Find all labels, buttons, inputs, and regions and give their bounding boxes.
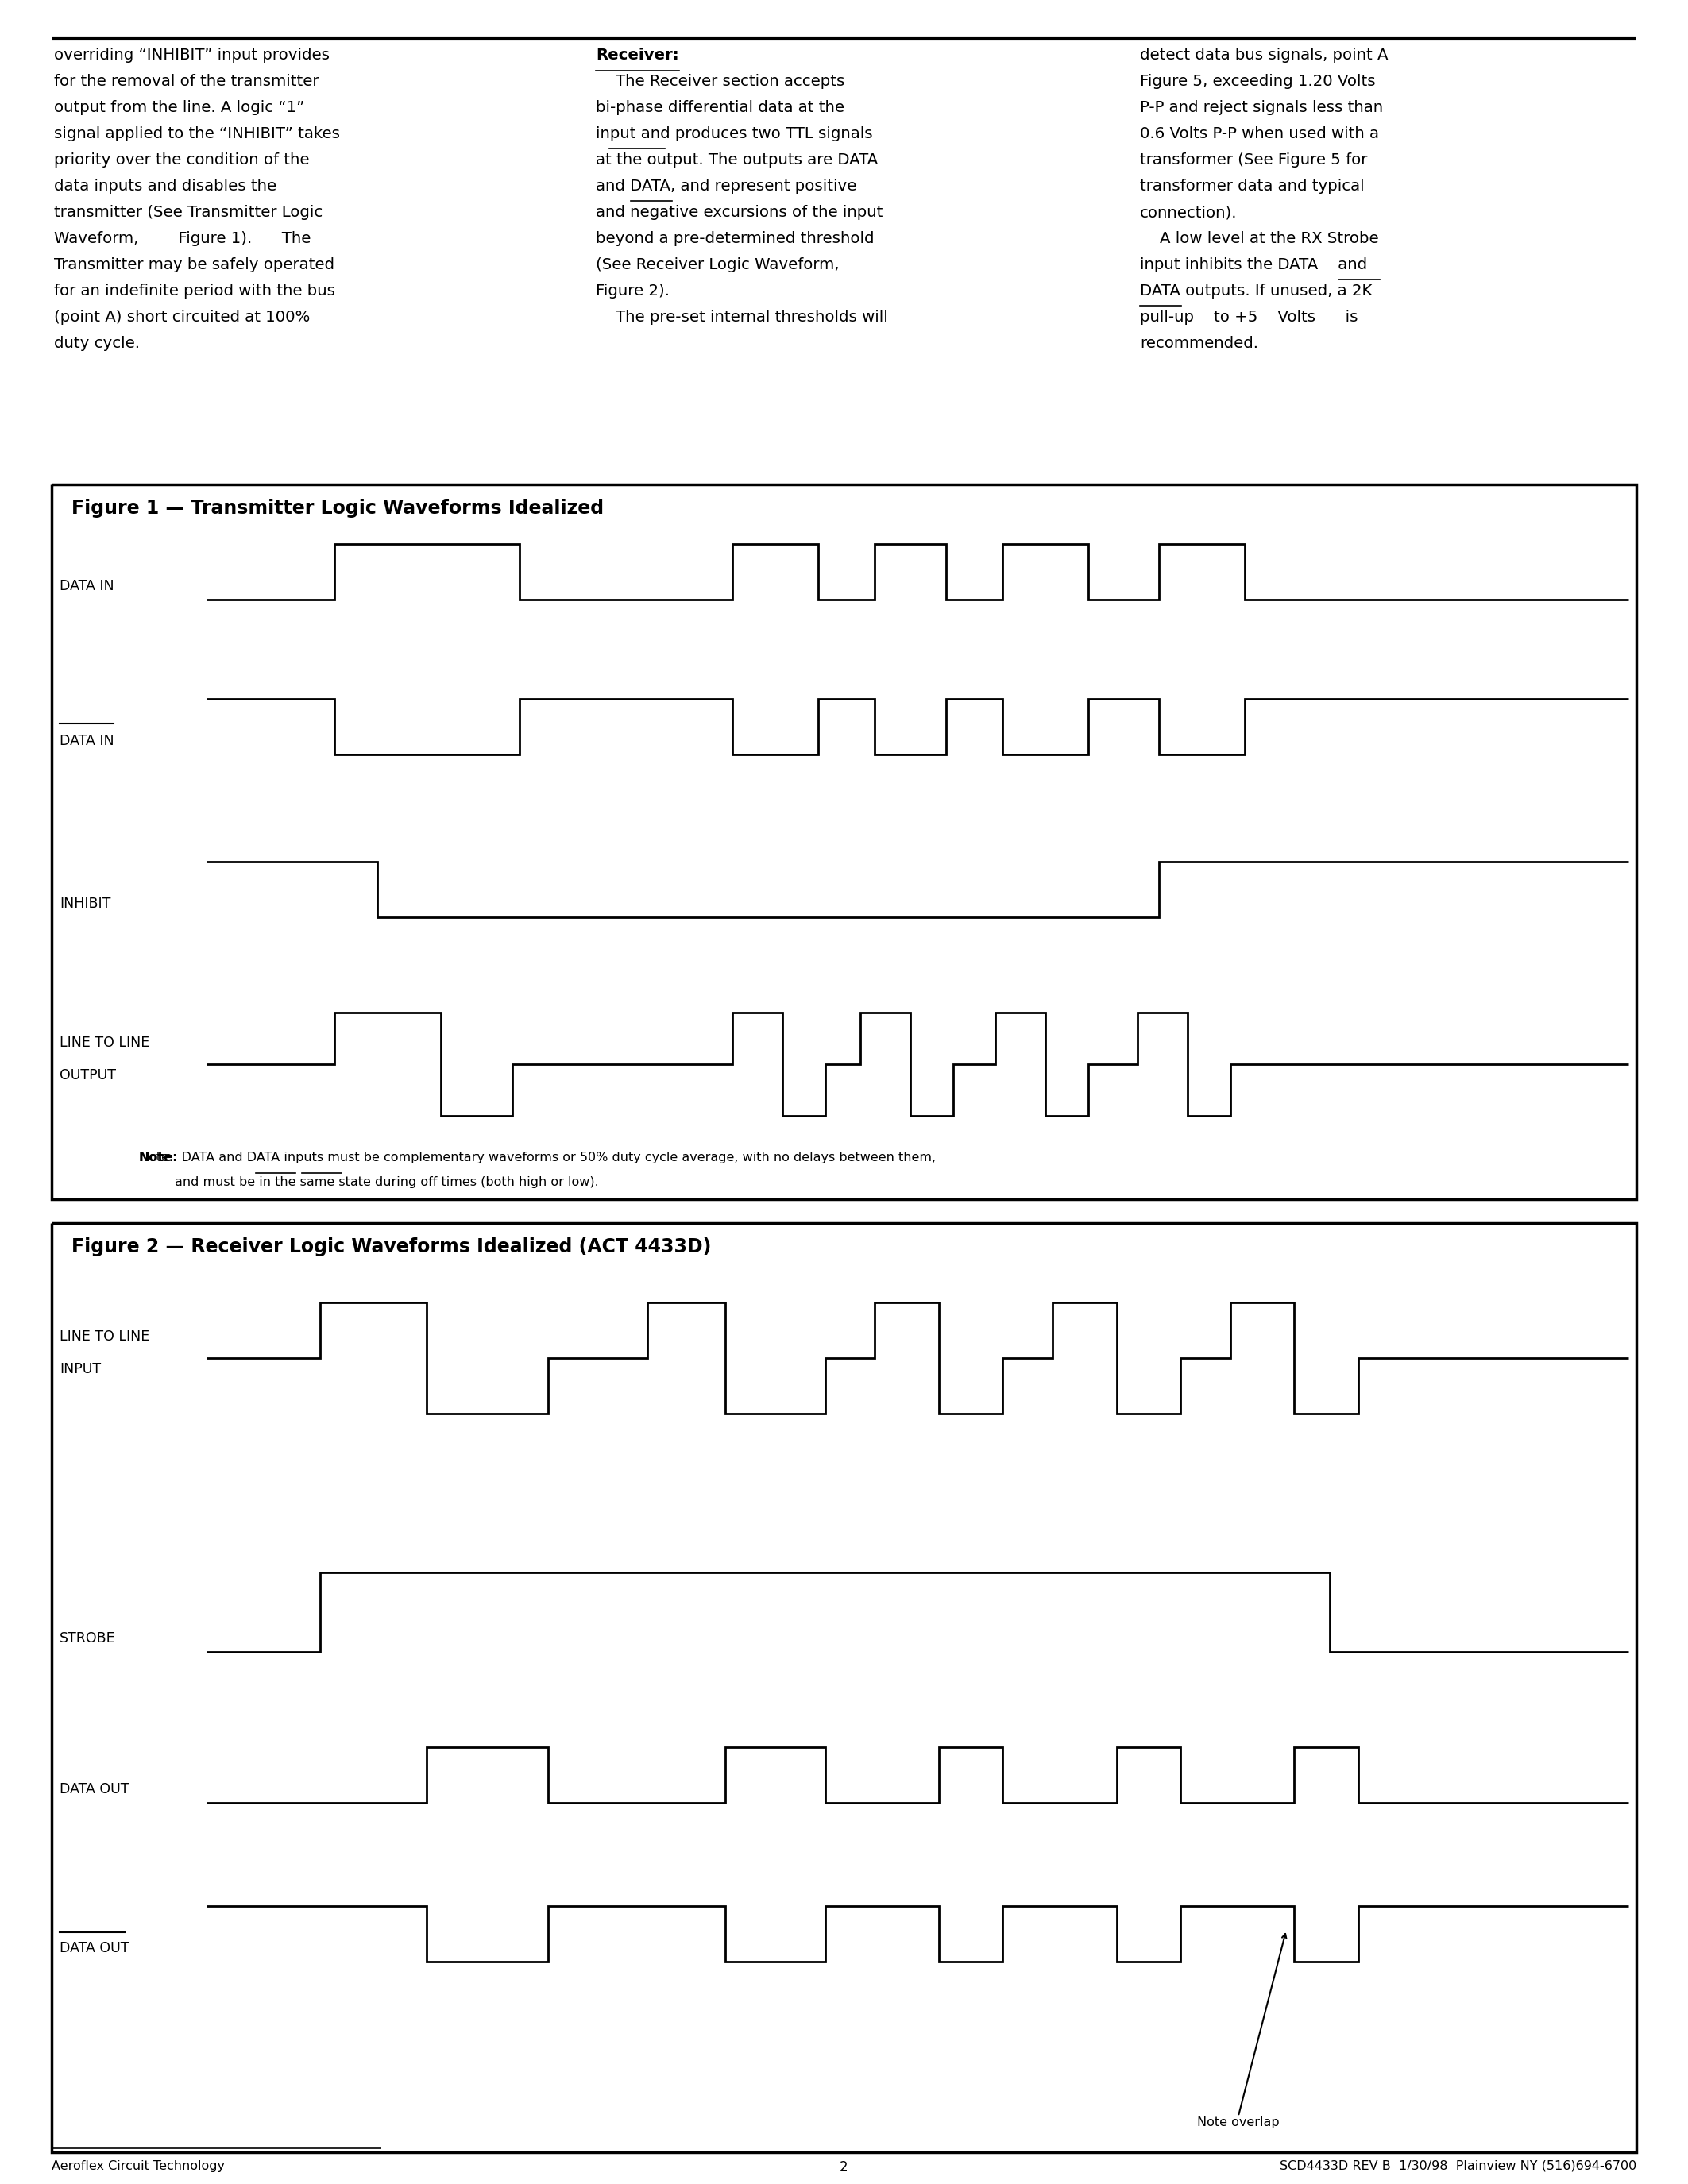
Text: (point A) short circuited at 100%: (point A) short circuited at 100% [54,310,311,325]
Text: and DATA, and represent positive: and DATA, and represent positive [596,179,856,194]
Text: Aeroflex Circuit Technology: Aeroflex Circuit Technology [52,2160,225,2173]
Text: and negative excursions of the input: and negative excursions of the input [596,205,883,221]
Text: Note overlap: Note overlap [1197,2116,1280,2129]
Text: DATA OUT: DATA OUT [59,1782,128,1797]
Text: (See Receiver Logic Waveform,: (See Receiver Logic Waveform, [596,258,839,273]
Text: for the removal of the transmitter: for the removal of the transmitter [54,74,319,90]
Text: A low level at the RX Strobe: A low level at the RX Strobe [1139,232,1379,247]
Text: 0.6 Volts P-P when used with a: 0.6 Volts P-P when used with a [1139,127,1379,142]
Text: INHIBIT: INHIBIT [59,898,111,911]
Text: Figure 2 — Receiver Logic Waveforms Idealized (ACT 4433D): Figure 2 — Receiver Logic Waveforms Idea… [71,1238,711,1256]
Text: data inputs and disables the: data inputs and disables the [54,179,277,194]
Text: transformer data and typical: transformer data and typical [1139,179,1364,194]
Text: duty cycle.: duty cycle. [54,336,140,352]
Text: transmitter (See Transmitter Logic: transmitter (See Transmitter Logic [54,205,322,221]
Text: overriding “INHIBIT” input provides: overriding “INHIBIT” input provides [54,48,329,63]
Text: P-P and reject signals less than: P-P and reject signals less than [1139,100,1382,116]
Text: transformer (See Figure 5 for: transformer (See Figure 5 for [1139,153,1367,168]
Text: recommended.: recommended. [1139,336,1258,352]
Text: OUTPUT: OUTPUT [59,1068,116,1083]
Text: bi-phase differential data at the: bi-phase differential data at the [596,100,844,116]
Text: at the output. The outputs are DATA: at the output. The outputs are DATA [596,153,878,168]
Text: Receiver:: Receiver: [596,48,679,63]
Text: DATA outputs. If unused, a 2K: DATA outputs. If unused, a 2K [1139,284,1372,299]
Text: Transmitter may be safely operated: Transmitter may be safely operated [54,258,334,273]
Text: pull-up    to +5    Volts      is: pull-up to +5 Volts is [1139,310,1357,325]
Text: LINE TO LINE: LINE TO LINE [59,1035,150,1051]
Text: DATA IN: DATA IN [59,734,115,749]
Text: DATA OUT: DATA OUT [59,1942,128,1955]
Text: SCD4433D REV B  1/30/98  Plainview NY (516)694-6700: SCD4433D REV B 1/30/98 Plainview NY (516… [1280,2160,1636,2173]
Text: and must be in the same state during off times (both high or low).: and must be in the same state during off… [176,1177,599,1188]
Text: Figure 1 — Transmitter Logic Waveforms Idealized: Figure 1 — Transmitter Logic Waveforms I… [71,498,604,518]
Text: priority over the condition of the: priority over the condition of the [54,153,309,168]
Text: input and produces two TTL signals: input and produces two TTL signals [596,127,873,142]
Text: Figure 5, exceeding 1.20 Volts: Figure 5, exceeding 1.20 Volts [1139,74,1376,90]
Text: connection).: connection). [1139,205,1237,221]
Text: for an indefinite period with the bus: for an indefinite period with the bus [54,284,336,299]
Text: 2: 2 [839,2160,847,2175]
Text: INPUT: INPUT [59,1363,101,1376]
Text: beyond a pre-determined threshold: beyond a pre-determined threshold [596,232,874,247]
Text: DATA IN: DATA IN [59,579,115,594]
Text: output from the line. A logic “1”: output from the line. A logic “1” [54,100,304,116]
Text: STROBE: STROBE [59,1631,116,1645]
Text: Figure 2).: Figure 2). [596,284,670,299]
Text: Note:: Note: [138,1151,179,1164]
Text: Waveform,        Figure 1).      The: Waveform, Figure 1). The [54,232,311,247]
Text: LINE TO LINE: LINE TO LINE [59,1330,150,1343]
Text: Note:  DATA and DATA inputs must be complementary waveforms or 50% duty cycle av: Note: DATA and DATA inputs must be compl… [138,1151,935,1164]
Text: input inhibits the DATA    and: input inhibits the DATA and [1139,258,1367,273]
Text: The pre-set internal thresholds will: The pre-set internal thresholds will [596,310,888,325]
Text: The Receiver section accepts: The Receiver section accepts [596,74,844,90]
Text: signal applied to the “INHIBIT” takes: signal applied to the “INHIBIT” takes [54,127,339,142]
Text: detect data bus signals, point A: detect data bus signals, point A [1139,48,1388,63]
